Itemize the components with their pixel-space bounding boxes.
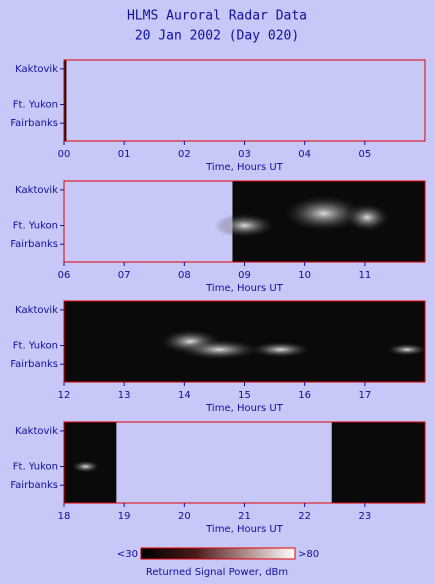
y-tick-label: Kaktovik xyxy=(15,64,58,75)
x-tick-label: 16 xyxy=(298,390,311,401)
x-tick-label: 05 xyxy=(358,149,371,160)
x-tick-label: 12 xyxy=(58,390,71,401)
data-span xyxy=(64,60,67,141)
y-tick-label: Ft. Yukon xyxy=(13,221,58,232)
x-tick-label: 02 xyxy=(178,149,191,160)
x-tick-label: 18 xyxy=(58,511,71,522)
x-tick-label: 08 xyxy=(178,270,191,281)
y-tick-label: Kaktovik xyxy=(15,305,58,316)
y-tick-label: Ft. Yukon xyxy=(13,100,58,111)
x-tick-label: 00 xyxy=(58,149,71,160)
colorbar-label: Returned Signal Power, dBm xyxy=(146,567,288,578)
colorbar-tick-label: >80 xyxy=(298,549,319,560)
x-tick-label: 09 xyxy=(238,270,251,281)
x-tick-label: 04 xyxy=(298,149,311,160)
y-tick-label: Kaktovik xyxy=(15,426,58,437)
x-tick-label: 20 xyxy=(178,511,191,522)
x-tick-label: 22 xyxy=(298,511,311,522)
x-axis-label: Time, Hours UT xyxy=(205,524,284,535)
x-tick-label: 07 xyxy=(118,270,131,281)
y-tick-label: Fairbanks xyxy=(10,239,58,250)
x-tick-label: 13 xyxy=(118,390,131,401)
y-tick-label: Ft. Yukon xyxy=(13,341,58,352)
colorbar-tick-label: <30 xyxy=(117,549,138,560)
x-tick-label: 17 xyxy=(358,390,371,401)
echo-texture xyxy=(71,460,100,473)
subtitle: 20 Jan 2002 (Day 020) xyxy=(135,29,299,44)
x-tick-label: 01 xyxy=(118,149,131,160)
data-span xyxy=(331,422,425,503)
x-tick-label: 19 xyxy=(118,511,131,522)
echo-texture xyxy=(283,195,364,232)
x-axis-label: Time, Hours UT xyxy=(205,403,284,414)
x-axis-label: Time, Hours UT xyxy=(205,162,284,173)
x-axis-label: Time, Hours UT xyxy=(205,283,284,294)
x-tick-label: 23 xyxy=(358,511,371,522)
x-tick-label: 15 xyxy=(238,390,251,401)
echo-texture xyxy=(345,203,390,232)
y-tick-label: Fairbanks xyxy=(10,359,58,370)
y-tick-label: Fairbanks xyxy=(10,118,58,129)
y-tick-label: Fairbanks xyxy=(10,480,58,491)
x-tick-label: 11 xyxy=(358,270,371,281)
x-tick-label: 03 xyxy=(238,149,251,160)
data-span xyxy=(64,301,425,382)
x-tick-label: 10 xyxy=(298,270,311,281)
echo-texture xyxy=(179,339,260,360)
title: HLMS Auroral Radar Data xyxy=(127,9,307,24)
x-tick-label: 06 xyxy=(58,270,71,281)
x-tick-label: 14 xyxy=(178,390,191,401)
x-tick-label: 21 xyxy=(238,511,251,522)
echo-texture xyxy=(250,341,311,358)
y-tick-label: Ft. Yukon xyxy=(13,462,58,473)
echo-texture xyxy=(386,343,427,356)
echo-texture xyxy=(214,213,275,238)
y-tick-label: Kaktovik xyxy=(15,185,58,196)
colorbar xyxy=(140,547,296,560)
